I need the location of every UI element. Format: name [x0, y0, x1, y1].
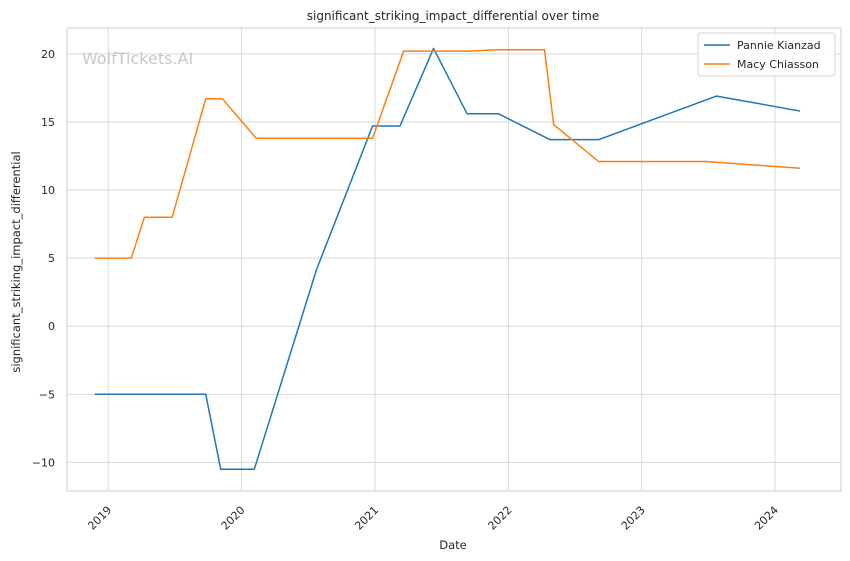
plot-area [66, 27, 842, 492]
y-axis-ticks: −10 −5 0 5 10 15 20 [32, 48, 55, 470]
legend-box [697, 32, 836, 77]
series-line-macy-chiasson [94, 49, 801, 259]
series-line-pannie-kianzad [94, 47, 801, 470]
y-tick-label-1: −5 [39, 388, 55, 401]
legend: Pannie Kianzad Macy Chiasson [697, 32, 836, 77]
y-axis-label: significant_striking_impact_differential [9, 151, 23, 372]
y-tick-label-4: 10 [41, 184, 55, 197]
legend-label-macy-chiasson: Macy Chiasson [737, 58, 819, 71]
plot-background [67, 28, 841, 491]
y-tick-label-2: 0 [48, 320, 55, 333]
grid-lines [67, 28, 841, 491]
x-axis-label: Date [439, 538, 467, 552]
watermark: WolfTickets.AI [82, 49, 193, 68]
y-tick-label-5: 15 [41, 116, 55, 129]
y-tick-label-3: 5 [48, 252, 55, 265]
plot-frame [66, 27, 842, 492]
legend-label-pannie-kianzad: Pannie Kianzad [737, 39, 821, 52]
series-lines [94, 47, 801, 470]
y-tick-label-0: −10 [32, 456, 55, 469]
y-tick-label-6: 20 [41, 48, 55, 61]
chart-title: significant_striking_impact_differential… [307, 9, 599, 23]
